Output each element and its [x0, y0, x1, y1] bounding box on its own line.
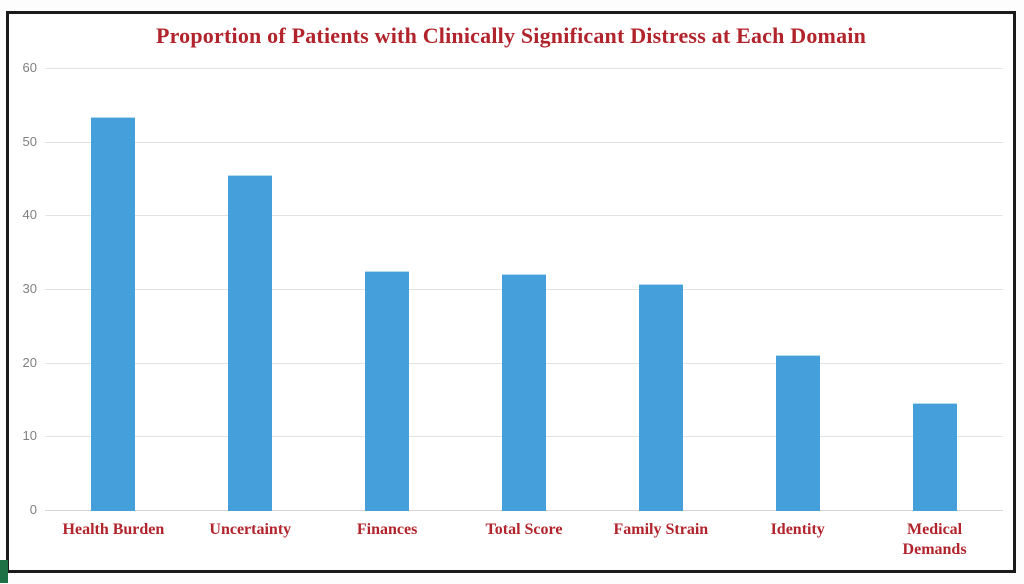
chart-title: Proportion of Patients with Clinically S… — [155, 23, 867, 48]
y-axis-tick-label-10: 10 — [22, 428, 37, 444]
bar-medical-demands — [912, 403, 957, 511]
y-axis-tick-label-30: 30 — [22, 281, 37, 296]
bar-total-score — [502, 274, 546, 511]
y-axis-tick-label-60: 60 — [22, 60, 37, 75]
bar-identity — [775, 355, 820, 511]
y-axis-tick-label-50: 50 — [22, 133, 37, 149]
plot-area: 0 10 20 30 40 50 60 Health Burden Uncertainty Fin… — [23, 60, 1003, 558]
x-axis-category-label-family-strain: Family Strain — [613, 521, 709, 538]
x-axis-category-label-medical-demands: Medical Demands — [902, 521, 967, 558]
corner-green-tab — [0, 560, 8, 583]
x-axis-category-label-health-burden: Health Burden — [62, 521, 165, 538]
bar-health-burden — [91, 117, 136, 511]
bar-finances — [365, 270, 410, 511]
x-axis-category-label-uncertainty: Uncertainty — [209, 521, 292, 538]
x-axis-category-label-total-score: Total Score — [485, 521, 563, 538]
gridline-50 — [45, 141, 1003, 143]
x-axis-category-label-finances: Finances — [356, 521, 418, 538]
bar-family-strain — [638, 283, 683, 511]
x-axis-category-label-identity: Identity — [770, 521, 825, 538]
gridline-40 — [45, 215, 1003, 217]
y-axis-tick-label-0: 0 — [29, 502, 37, 517]
chart-border-frame: Proportion of Patients with Clinically S… — [6, 11, 1016, 573]
gridline-60 — [45, 68, 1003, 69]
y-axis-tick-label-20: 20 — [22, 354, 37, 370]
bar-uncertainty — [228, 174, 273, 511]
y-axis-tick-label-40: 40 — [22, 207, 37, 223]
